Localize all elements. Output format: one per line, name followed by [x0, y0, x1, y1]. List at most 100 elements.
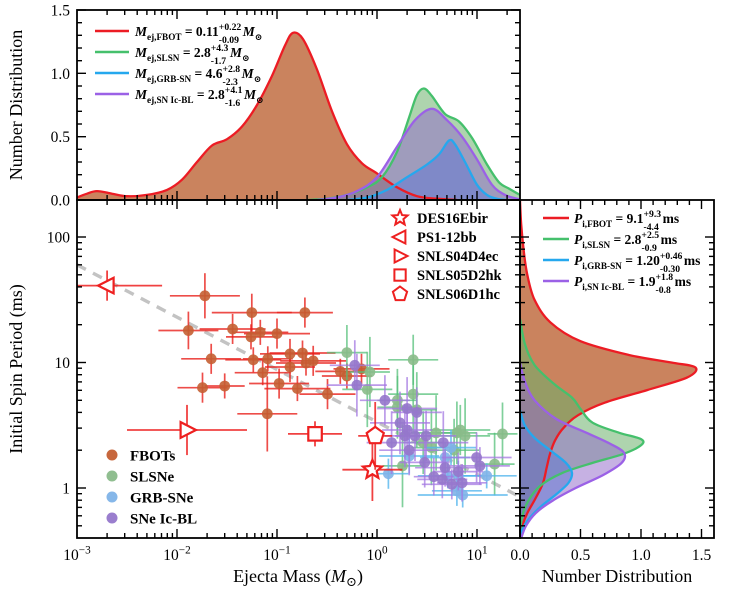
legend-entry-fbot: Mej,FBOT = 0.11+0.22 -0.09M⊙	[134, 22, 262, 46]
scatter-point-slsn	[364, 366, 376, 378]
scatter-point-icbl	[394, 417, 406, 429]
y-tick-label: 1	[62, 481, 70, 498]
legend-classes: FBOTs SLSNe GRB-SNe SNe Ic-BL	[106, 449, 197, 528]
scatter-point-fbot	[254, 326, 266, 338]
legend-label-special: SNLS04D4ec	[417, 249, 499, 265]
scatter-point-fbot	[273, 378, 285, 389]
scatter-point-fbot	[322, 388, 333, 400]
kde-line-spin-icbl	[520, 362, 627, 538]
right-x-tick-label: 0.0	[510, 547, 530, 564]
top-ylabel: Number Distribution	[6, 30, 26, 181]
scatter-point-fbot	[284, 361, 296, 373]
x-tick-label: 10−3	[63, 545, 91, 565]
legend-label-special: SNLS05D2hk	[417, 268, 503, 284]
scatter-point-fbot	[297, 347, 308, 359]
scatter-point-icbl	[471, 452, 482, 463]
scatter-point-slsn	[489, 458, 500, 470]
scatter-point-icbl	[446, 478, 458, 490]
legend-entry-slsn: Mej,SLSN = 2.8+4.3 -1.7M⊙	[134, 43, 250, 67]
legend-label-special: DES16Ebir	[417, 211, 488, 227]
triangle-right-marker	[393, 247, 410, 265]
scatter-point-fbot	[183, 325, 194, 336]
scatter-point-fbot	[271, 328, 283, 339]
scatter-point-icbl	[456, 477, 468, 489]
kde-fill-spin-fbot	[520, 200, 697, 538]
scatter-point-icbl	[436, 474, 448, 485]
legend-label-special: PS1-12bb	[417, 230, 477, 246]
scatter-series-icbl	[326, 340, 512, 502]
kde-line-spin-fbot	[520, 200, 698, 538]
x-tick-label: 100	[366, 545, 388, 565]
main-ylabel: Initial Spin Period (ms)	[6, 284, 27, 454]
scatter-point-fbot	[245, 331, 257, 343]
top-y-tick-label: 1.0	[51, 66, 71, 83]
star-marker	[360, 456, 385, 481]
pentagon-marker	[365, 425, 386, 445]
scatter-point-slsn	[392, 401, 403, 413]
scatter-series-fbot	[158, 273, 390, 452]
right-x-tick-label: 0.5	[571, 547, 591, 564]
legend-entry-fbot: Pi,FBOT = 9.1+9.3 -4.4ms	[574, 209, 679, 233]
scatter-point-fbot	[257, 367, 269, 379]
legend-swatch-slsn	[106, 470, 118, 482]
kde-fill-ejecta-fbot	[77, 32, 457, 200]
legend-label-fbot: FBOTs	[130, 449, 175, 465]
scatter-point-slsn	[497, 428, 508, 440]
legend-label-icbl: SNe Ic-BL	[130, 512, 197, 528]
right-xlabel: Number Distribution	[542, 566, 693, 586]
scatter-point-grb	[445, 442, 457, 453]
right-kde-panel	[520, 200, 698, 538]
scatter-point-slsn	[341, 347, 353, 358]
triangle-left-marker	[390, 228, 407, 246]
top-y-tick-label: 1.5	[51, 3, 71, 20]
scatter-point-fbot	[261, 408, 273, 420]
axis-ticks	[77, 9, 714, 538]
scatter-point-fbot	[262, 353, 274, 365]
scatter-point-fbot	[205, 353, 217, 365]
scatter-point-slsn	[407, 354, 419, 366]
right-x-tick-label: 1.0	[631, 547, 651, 564]
legend-entry-icbl: Mej,SN Ic-BL = 2.8+4.1 -1.6M⊙	[134, 85, 264, 109]
top-y-tick-label: 0.0	[51, 193, 71, 210]
scatter-point-icbl	[428, 471, 440, 483]
kde-line-ejecta-fbot	[77, 31, 458, 200]
scatter-point-icbl	[399, 430, 411, 442]
x-tick-label: 101	[466, 545, 487, 565]
scatter-point-icbl	[386, 437, 397, 448]
scatter-point-fbot	[284, 348, 296, 360]
square-marker	[393, 268, 407, 282]
scatter-point-icbl	[474, 460, 486, 472]
right-x-tick-label: 1.5	[692, 547, 712, 564]
legend-entry-grb: Pi,GRB-SN = 1.20+0.46 -0.30ms	[574, 251, 700, 275]
scatter-point-icbl	[379, 394, 391, 406]
star-marker	[389, 207, 411, 227]
scatter-point-icbl	[411, 407, 423, 418]
kde-line-ejecta-icbl	[316, 107, 520, 200]
triangle-right-marker	[179, 420, 199, 440]
y-tick-label: 10	[55, 355, 71, 372]
legend-entry-icbl: Pi,SN Ic-BL = 1.9+1.8 -0.8ms	[574, 272, 691, 296]
scatter-point-icbl	[452, 466, 464, 477]
scatter-point-fbot	[227, 323, 239, 335]
kde-fill-spin-icbl	[520, 362, 626, 538]
main-xlabel: Ejecta Mass (M⊙)	[233, 566, 363, 589]
legend-swatch-fbot	[106, 449, 118, 461]
top-kde-panel	[77, 31, 520, 200]
scatter-point-fbot	[307, 355, 319, 367]
scatter-point-grb	[481, 470, 493, 482]
scatter-point-icbl	[403, 444, 415, 456]
kde-fill-ejecta-icbl	[317, 108, 520, 200]
scatter-point-fbot	[197, 382, 208, 394]
scatter-point-icbl	[437, 437, 449, 448]
scatter-point-fbot	[292, 383, 303, 394]
special-objects	[77, 270, 403, 501]
scatter-point-fbot	[299, 307, 311, 318]
square-marker	[307, 426, 323, 442]
x-tick-label: 10−2	[163, 545, 190, 565]
kde-line-spin-slsn	[520, 318, 645, 533]
scatter-point-slsn	[407, 388, 419, 400]
top-y-tick-label: 0.5	[51, 129, 71, 146]
